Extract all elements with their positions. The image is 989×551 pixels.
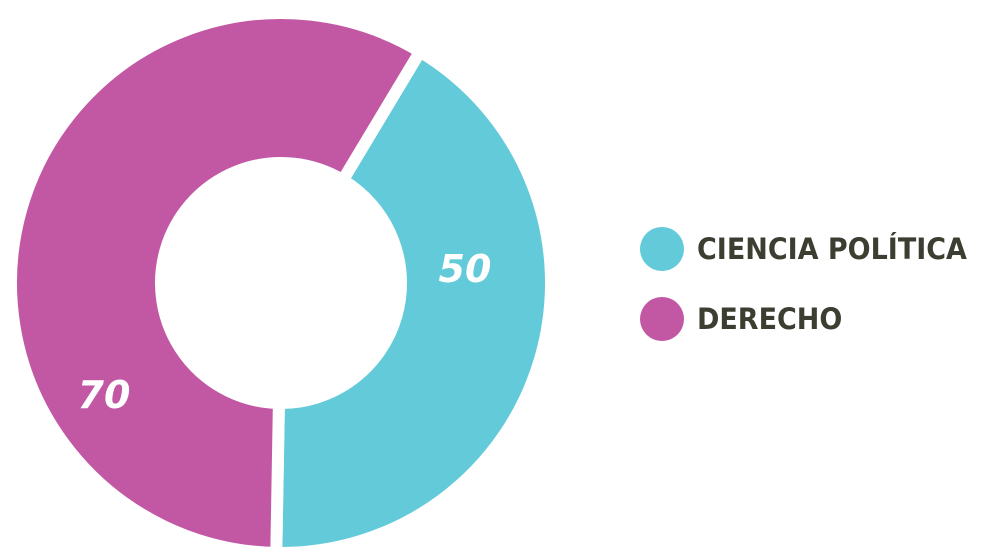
legend-swatch-ciencia-politica: [640, 227, 684, 271]
legend-swatch-derecho: [640, 297, 684, 341]
slice-derecho: [5, 7, 427, 551]
legend-item-ciencia-politica: CIENCIA POLÍTICA: [640, 226, 985, 272]
legend: CIENCIA POLÍTICA DERECHO: [640, 226, 985, 366]
legend-label-derecho: DERECHO: [697, 302, 843, 336]
legend-item-derecho: DERECHO: [640, 296, 985, 342]
slice-ciencia-politica: [270, 45, 557, 551]
data-label-ciencia-politica: 50: [439, 247, 492, 291]
slices: [5, 7, 557, 551]
legend-label-ciencia-politica: CIENCIA POLÍTICA: [697, 232, 967, 266]
data-label-derecho: 70: [78, 373, 131, 417]
data-labels: 50 70: [78, 247, 492, 417]
